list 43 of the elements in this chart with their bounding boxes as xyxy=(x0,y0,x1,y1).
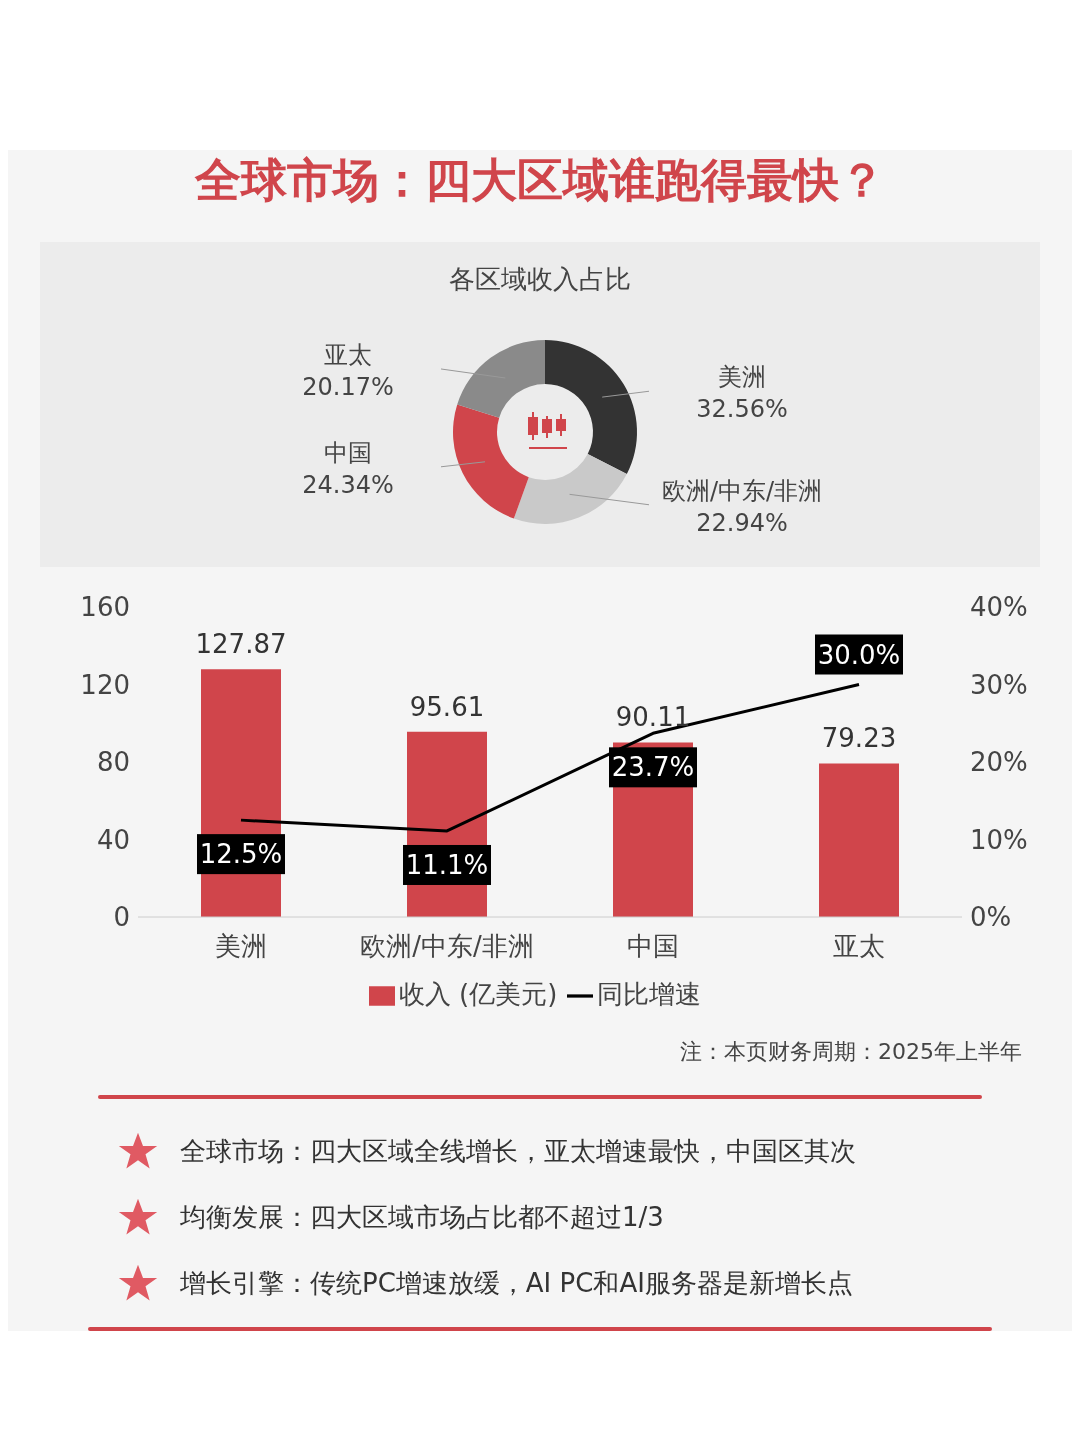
x-tick-label: 欧洲/中东/非洲 xyxy=(360,931,534,962)
donut-slice xyxy=(513,453,627,524)
text: 全球市场：四大区域全线增长，亚太增速最快，中国区其次 xyxy=(180,1134,856,1168)
y2-tick-label: 30% xyxy=(970,669,1028,700)
data-label: 32.56% xyxy=(696,395,788,424)
x-tick-label: 美洲 xyxy=(215,931,267,962)
y2-tick-label: 0% xyxy=(970,902,1012,933)
chart-title: 全球市场：四大区域谁跑得最快？ xyxy=(193,152,886,209)
data-label: 79.23 xyxy=(821,723,897,754)
slice-label: 欧洲/中东/非洲 xyxy=(661,476,823,505)
data-label: 95.61 xyxy=(409,691,485,722)
slice-label: 亚太 xyxy=(324,340,372,369)
data-label: 20.17% xyxy=(302,372,394,401)
text: 均衡发展：四大区域市场占比都不超过1/3 xyxy=(180,1200,664,1234)
donut-slice xyxy=(545,340,637,475)
text: 增长引擎：传统PC增速放缓，AI PC和AI服务器是新增长点 xyxy=(180,1266,853,1300)
y-tick-label: 160 xyxy=(80,592,130,623)
data-label: 30.0% xyxy=(817,639,901,670)
slice-label: 美洲 xyxy=(718,363,766,392)
donut-slice xyxy=(457,340,545,418)
y2-tick-label: 40% xyxy=(970,592,1028,623)
data-label: 22.94% xyxy=(696,508,788,537)
donut-slice xyxy=(453,404,529,519)
y2-tick-label: 10% xyxy=(970,824,1028,855)
slice-label: 中国 xyxy=(324,438,372,467)
data-label: 24.34% xyxy=(302,470,394,499)
chart-subtitle: 各区域收入占比 xyxy=(448,263,632,296)
legend-label: 同比增速 xyxy=(597,979,702,1009)
bar xyxy=(819,763,899,917)
data-label: 12.5% xyxy=(199,839,283,870)
data-label: 23.7% xyxy=(611,752,695,783)
data-label: 127.87 xyxy=(195,629,287,660)
y-tick-label: 0 xyxy=(113,902,130,933)
y2-tick-label: 20% xyxy=(970,747,1028,778)
y-tick-label: 80 xyxy=(96,747,130,778)
y-tick-label: 40 xyxy=(96,824,130,855)
y-tick-label: 120 xyxy=(80,669,130,700)
text: 注：本页财务周期：2025年上半年 xyxy=(679,1038,1022,1066)
data-label: 11.1% xyxy=(405,849,489,880)
legend-label: 收入 (亿美元) xyxy=(398,979,558,1009)
data-label: 90.11 xyxy=(615,702,691,733)
x-tick-label: 中国 xyxy=(627,931,679,962)
x-tick-label: 亚太 xyxy=(833,931,885,962)
